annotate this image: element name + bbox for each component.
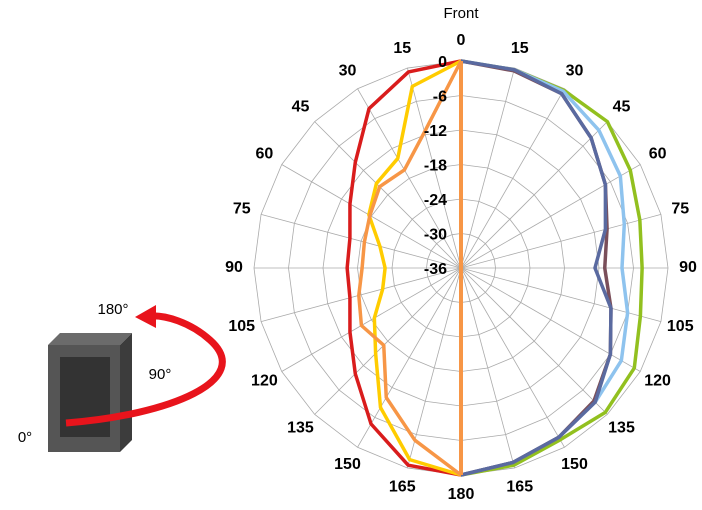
angle-label: 135 [287,420,314,437]
series-line [345,59,462,477]
spoke [314,121,462,269]
spoke [260,214,462,269]
plot-area [345,59,644,477]
spoke [357,88,462,269]
angle-label: 165 [389,478,416,495]
angle-label: 165 [506,478,533,495]
series-line [357,60,463,477]
angle-label: 45 [613,99,631,116]
r-tick-label: -6 [433,89,447,106]
angle-label: 150 [561,456,588,473]
angle-label: 15 [511,40,529,57]
spoke [460,267,565,448]
angle-label: 120 [251,373,278,390]
r-tick-label: -30 [424,227,447,244]
labels: 0 15 15 30 30 45 45 60 60 75 75 90 90 105 105 120 120 135… [225,32,697,503]
angle-label: 75 [671,200,689,217]
series-line [460,59,613,477]
spoke [460,267,641,372]
device-illustration [48,305,226,452]
angle-label: 60 [256,146,274,163]
r-tick-label: -36 [424,261,447,278]
annotation: Front [443,5,479,22]
angle-label: 105 [667,318,694,335]
spoke [460,67,515,269]
angle-label: 45 [292,99,310,116]
spoke [460,88,565,269]
r-tick-label: 0 [438,54,447,71]
annotation: 180° [97,301,128,318]
angle-label: 105 [228,318,255,335]
spoke [460,267,608,415]
spoke [314,267,462,415]
r-tick-label: -12 [424,123,447,140]
angle-label: 60 [649,146,667,163]
angle-label: 135 [608,420,635,437]
r-tick-label: -24 [424,192,447,209]
annotation: 0° [18,429,32,446]
spoke [260,267,462,322]
spoke [407,267,462,469]
series-line [367,59,462,477]
angle-label: 0 [457,32,466,49]
angle-label: 30 [339,63,357,80]
spoke [460,121,608,269]
spoke [460,267,662,322]
annotation: 90° [149,366,172,383]
spoke [460,267,515,469]
r-tick-label: -18 [424,158,447,175]
angle-label: 180 [448,486,475,503]
angle-label: 150 [334,456,361,473]
spoke [407,67,462,269]
spoke [460,164,641,269]
angle-label: 90 [679,259,697,276]
angle-label: 15 [393,40,411,57]
spoke [357,267,462,448]
spoke [281,267,462,372]
spoke [460,214,662,269]
angle-label: 75 [233,200,251,217]
angle-label: 30 [566,63,584,80]
angle-label: 120 [644,373,671,390]
angle-label: 90 [225,259,243,276]
